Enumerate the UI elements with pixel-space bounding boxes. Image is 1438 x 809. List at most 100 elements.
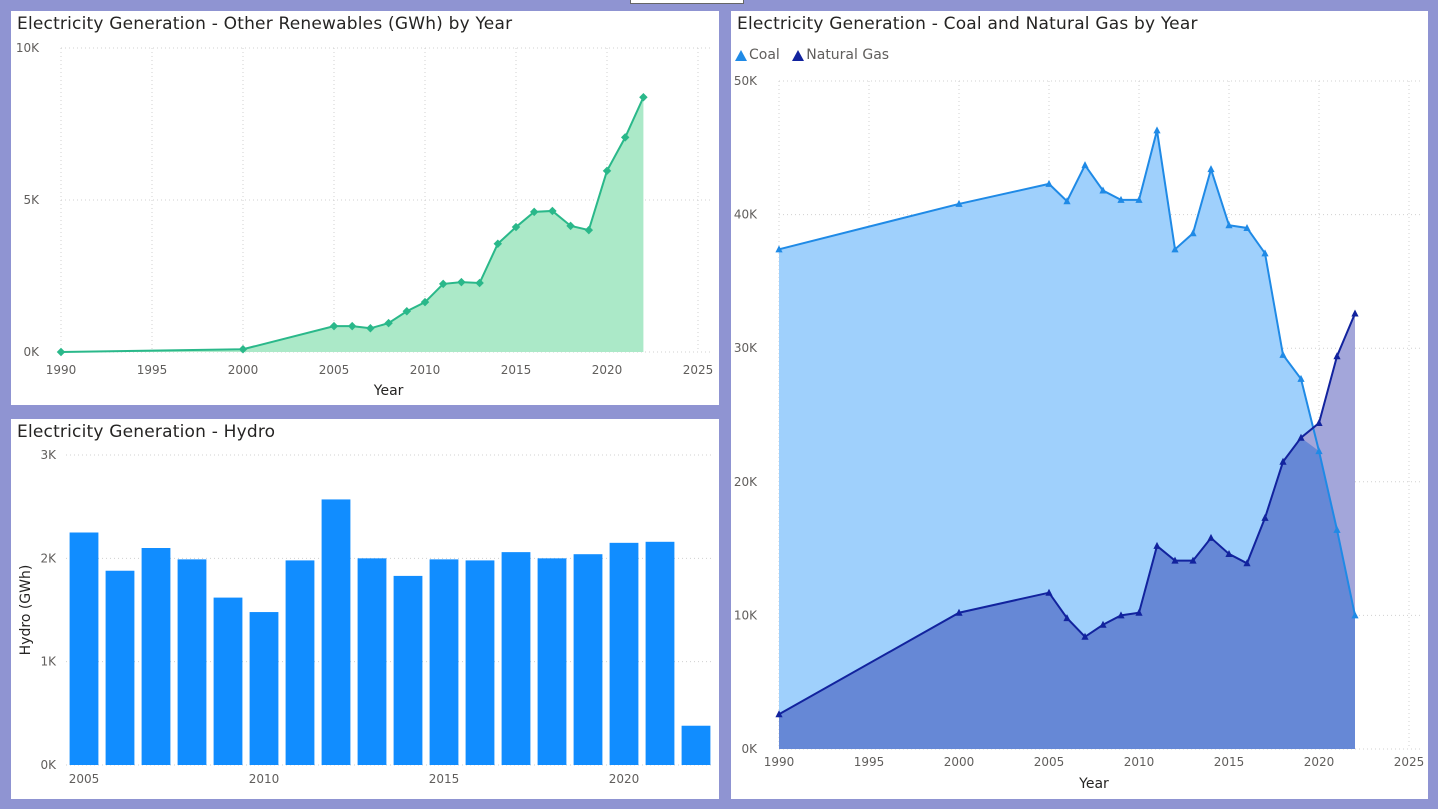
coal-gas-chart-title: Electricity Generation - Coal and Natura… <box>737 14 1198 34</box>
hydro-bar <box>249 612 279 765</box>
renewables-data-point <box>329 321 339 331</box>
renewables-chart-panel[interactable]: Electricity Generation - Other Renewable… <box>11 11 719 405</box>
x-axis-title: Year <box>373 383 404 399</box>
legend-label-coal: Coal <box>749 47 780 63</box>
renewables-area-fill <box>61 97 644 352</box>
y-tick-label: 0K <box>23 345 40 359</box>
natural-gas-data-point <box>1225 549 1233 557</box>
coal-data-point <box>1081 161 1089 169</box>
coal-data-point <box>1189 229 1197 237</box>
hydro-bar <box>105 570 135 765</box>
y-tick-label: 20K <box>734 475 758 489</box>
x-tick-label: 2010 <box>249 772 280 786</box>
coal-data-point <box>1045 179 1053 187</box>
hydro-chart-panel[interactable]: Electricity Generation - Hydro 0K 1K 2K 3K 2… <box>11 419 719 799</box>
natural-gas-data-point <box>1297 433 1305 441</box>
hydro-bar <box>213 597 243 765</box>
coal-data-point <box>1171 245 1179 253</box>
natural-gas-data-point <box>955 608 963 616</box>
natural-gas-data-point <box>1315 419 1323 427</box>
natural-gas-data-point <box>1261 513 1269 521</box>
natural-gas-series-line <box>778 313 1356 716</box>
coal-data-point <box>1135 195 1143 203</box>
x-tick-label: 2015 <box>501 363 532 377</box>
coal-gas-legend: Coal Natural Gas <box>735 47 897 65</box>
legend-label-natural-gas: Natural Gas <box>806 47 890 63</box>
renewables-data-point <box>366 324 375 333</box>
x-tick-label: 2005 <box>1034 755 1065 769</box>
coal-data-point <box>1315 447 1323 455</box>
hydro-bar <box>69 532 99 765</box>
coal-data-point <box>1333 525 1341 533</box>
coal-data-point <box>955 199 963 207</box>
x-tick-label: 2005 <box>69 772 100 786</box>
natural-gas-data-point <box>1063 614 1071 622</box>
renewables-data-point <box>457 277 466 287</box>
coal-data-point <box>1261 249 1269 257</box>
hydro-bar <box>429 559 459 765</box>
y-tick-label: 3K <box>40 448 57 462</box>
natural-gas-data-point <box>1351 309 1359 317</box>
renewables-data-point <box>438 279 448 289</box>
coal-data-point <box>1099 186 1107 194</box>
x-tick-label: 1990 <box>764 755 795 769</box>
x-axis-title: Year <box>1078 776 1109 792</box>
hydro-bar <box>573 554 603 765</box>
hydro-bar <box>141 548 171 765</box>
x-tick-label: 2005 <box>319 363 350 377</box>
renewables-data-point <box>347 321 357 331</box>
coal-data-point <box>775 245 783 253</box>
x-tick-label: 2020 <box>1304 755 1335 769</box>
x-tick-label: 1995 <box>854 755 885 769</box>
natural-gas-data-point <box>1081 632 1089 640</box>
hydro-bar <box>501 552 531 765</box>
y-tick-label: 0K <box>741 742 758 756</box>
natural-gas-data-point <box>1189 556 1197 564</box>
natural-gas-data-point <box>1117 611 1125 619</box>
natural-gas-data-point <box>1207 533 1215 541</box>
top-tab-handle[interactable] <box>630 0 744 4</box>
y-tick-label: 30K <box>734 341 758 355</box>
coal-data-point <box>1153 126 1161 134</box>
coal-series-line <box>778 130 1356 616</box>
renewables-data-point <box>493 239 503 249</box>
natural-gas-data-point <box>1045 588 1053 596</box>
hydro-chart-title: Electricity Generation - Hydro <box>17 422 276 442</box>
hydro-bar <box>357 558 387 765</box>
renewables-data-point <box>402 307 412 316</box>
coal-data-point <box>1063 197 1071 205</box>
renewables-data-point <box>238 345 248 354</box>
renewables-data-point <box>384 318 393 328</box>
y-tick-label: 1K <box>40 655 57 669</box>
x-tick-label: 2010 <box>1124 755 1155 769</box>
renewables-data-point <box>639 93 648 102</box>
y-axis-title: Hydro (GWh) <box>18 565 34 656</box>
natural-gas-data-point <box>1279 457 1287 465</box>
y-tick-label: 40K <box>734 208 758 222</box>
x-tick-label: 2015 <box>1214 755 1245 769</box>
natural-gas-data-point <box>775 710 783 718</box>
y-tick-label: 0K <box>40 758 57 772</box>
x-tick-label: 2020 <box>592 363 623 377</box>
natural-gas-data-point <box>1099 620 1107 628</box>
x-tick-label: 1990 <box>46 363 77 377</box>
natural-gas-data-point <box>1153 541 1161 549</box>
x-tick-label: 2025 <box>1394 755 1425 769</box>
coal-gas-chart-panel[interactable]: Electricity Generation - Coal and Natura… <box>731 11 1428 799</box>
y-tick-label: 5K <box>23 193 40 207</box>
hydro-bar <box>465 560 495 765</box>
hydro-bar <box>285 560 315 765</box>
triangle-marker-icon <box>792 49 805 61</box>
hydro-bar <box>645 541 675 765</box>
legend-item-coal[interactable]: Coal <box>735 47 780 63</box>
coal-data-point <box>1243 223 1251 231</box>
y-tick-label: 2K <box>40 551 57 565</box>
legend-item-natural-gas[interactable]: Natural Gas <box>792 47 889 63</box>
renewables-data-point <box>56 347 66 357</box>
coal-data-point <box>1225 221 1233 229</box>
renewables-chart-title: Electricity Generation - Other Renewable… <box>17 14 513 34</box>
x-tick-label: 2000 <box>228 363 259 377</box>
renewables-data-point <box>475 278 484 288</box>
y-tick-label: 50K <box>734 74 758 88</box>
x-tick-label: 2010 <box>410 363 441 377</box>
